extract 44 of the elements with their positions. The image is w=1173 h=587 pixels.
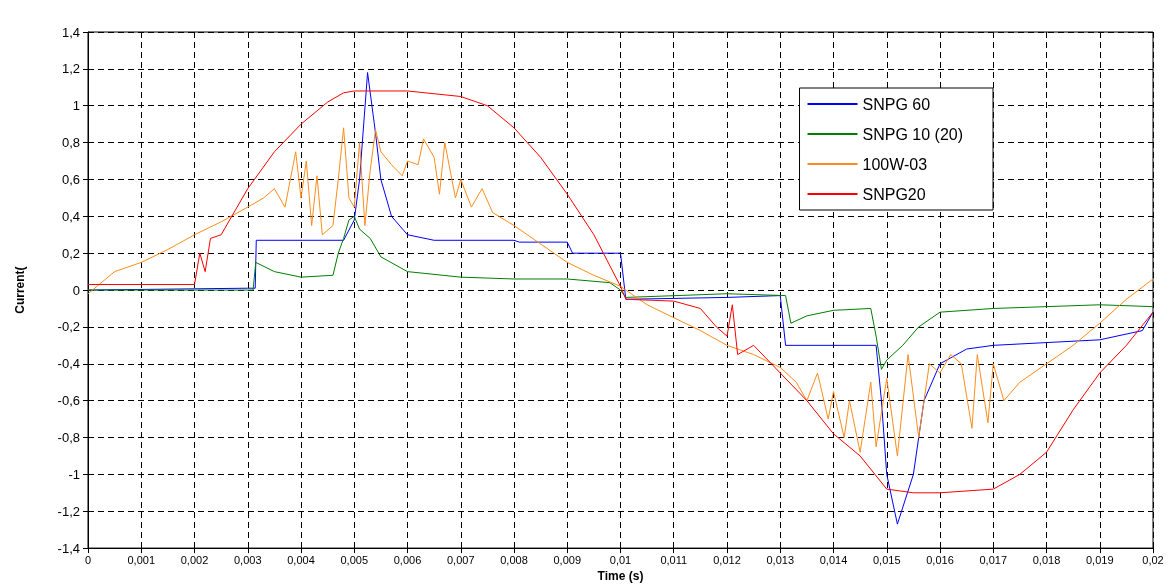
x-tick-label: 0,016 [926,553,954,566]
x-tick-label: 0,014 [819,553,848,566]
x-tick-label: 0,02 [1142,553,1164,566]
y-tick-label: 0,2 [61,245,80,261]
y-tick-label: 1,2 [61,61,80,77]
y-tick-label: 0,8 [61,135,80,151]
y-tick-label: -0,2 [57,319,80,335]
x-tick-label: 0,002 [180,553,209,566]
y-tick-label: -1,2 [57,503,80,519]
y-tick-label: -0,6 [57,393,80,409]
legend-label: SNPG20 [862,185,926,203]
y-tick-label: -1 [68,466,80,482]
x-tick-label: 0,017 [979,553,1008,566]
x-tick-label: 0,009 [553,553,582,566]
x-tick-label: 0,001 [127,553,156,566]
x-tick-label: 0,004 [287,553,315,566]
x-tick-label: 0,015 [872,553,901,566]
x-tick-label: 0,008 [500,553,528,566]
y-tick-label: -0,4 [57,356,80,372]
y-tick-label: 0,6 [61,171,80,187]
y-tick-label: 0 [72,282,80,298]
y-tick-label: 1 [72,98,80,114]
y-axis-title: Current( [13,266,27,314]
line-series [87,127,1154,457]
x-tick-label: 0,006 [393,553,422,566]
x-tick-label: 0,011 [660,553,688,566]
x-axis-title: Time (s) [597,569,644,583]
x-tick-label: 0,018 [1032,553,1061,566]
y-tick-label: -1,4 [57,540,80,556]
legend-label: SNPG 60 [862,95,931,113]
legend-label: SNPG 10 (20) [862,125,963,143]
y-tick-label: -0,8 [57,430,80,446]
x-tick-label: 0,019 [1085,553,1114,566]
x-tick-label: 0,013 [766,553,795,566]
y-tick-label: 1,4 [61,24,80,40]
x-tick-label: 0,012 [713,553,741,566]
x-tick-label: 0 [84,553,92,566]
line-series [87,215,1154,370]
x-tick-label: 0,01 [609,553,632,566]
x-tick-label: 0,007 [446,553,475,566]
x-tick-label: 0,003 [233,553,262,566]
y-tick-label: 0,4 [61,208,80,224]
legend-label: 100W-03 [862,155,928,173]
x-tick-label: 0,005 [340,553,369,566]
